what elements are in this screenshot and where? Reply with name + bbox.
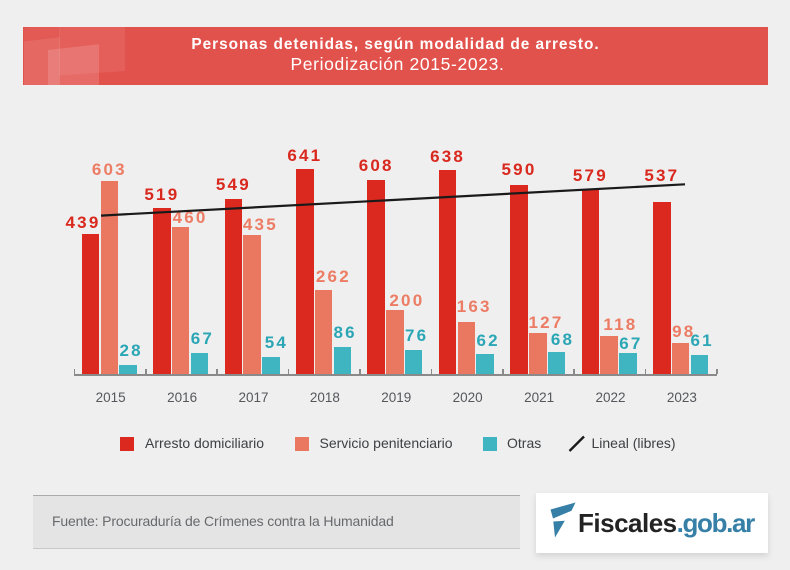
svg-text:Fiscales.gob.ar: Fiscales.gob.ar xyxy=(578,508,755,538)
